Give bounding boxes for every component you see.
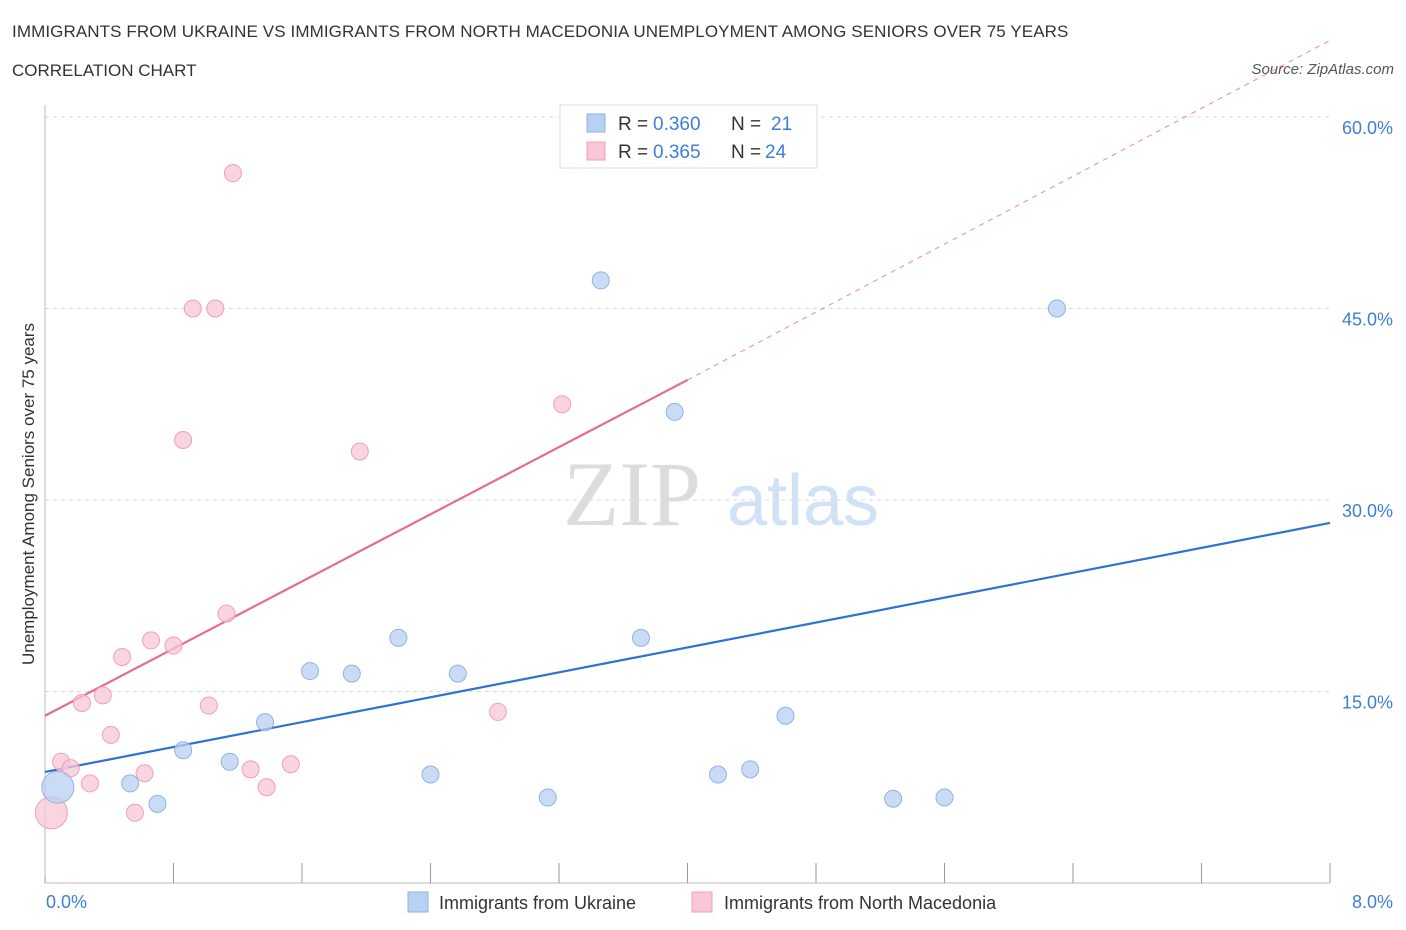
point-macedonia [217, 604, 236, 623]
legend-swatch-ukraine [586, 113, 606, 133]
point-macedonia [281, 755, 300, 774]
point-macedonia [350, 442, 369, 461]
x-tick-label: 8.0% [1352, 892, 1393, 912]
x-tick-label: 0.0% [46, 892, 87, 912]
point-ukraine [776, 706, 795, 725]
point-macedonia [113, 648, 132, 667]
legend-swatch-ukraine [407, 891, 429, 913]
legend-r-value: 0.365 [653, 142, 701, 163]
point-macedonia [488, 702, 507, 721]
point-ukraine [884, 789, 903, 808]
point-ukraine [538, 788, 557, 807]
watermark-atlas: atlas [727, 461, 879, 541]
y-tick-label: 15.0% [1342, 693, 1393, 713]
watermark-zip: ZIP [563, 443, 701, 545]
point-macedonia [61, 759, 80, 778]
axes [44, 105, 1331, 884]
y-tick-label: 45.0% [1342, 310, 1393, 330]
point-macedonia [142, 631, 161, 650]
point-macedonia [183, 299, 202, 318]
point-ukraine [389, 628, 408, 647]
data-points [34, 164, 1066, 830]
legend-r-label: R = [618, 114, 648, 135]
point-macedonia [80, 774, 99, 793]
point-ukraine [220, 752, 239, 771]
legend-label-macedonia: Immigrants from North Macedonia [724, 893, 997, 913]
point-macedonia [174, 430, 193, 449]
trend-lines [44, 39, 1331, 774]
point-macedonia [257, 778, 276, 797]
y-axis-label: Unemployment Among Seniors over 75 years [19, 323, 38, 665]
point-ukraine [709, 765, 728, 784]
point-ukraine [121, 774, 140, 793]
point-macedonia [199, 696, 218, 715]
legend-n-label: N = [731, 114, 761, 135]
trend-line-macedonia [44, 379, 689, 717]
point-macedonia [164, 636, 183, 655]
point-ukraine [741, 760, 760, 779]
grid-lines [45, 116, 1330, 692]
point-ukraine [421, 765, 440, 784]
y-tick-label: 30.0% [1342, 501, 1393, 521]
point-macedonia [223, 164, 242, 183]
legend-n-label: N = [731, 142, 761, 163]
point-ukraine [148, 794, 167, 813]
legend-n-value: 21 [771, 114, 792, 135]
point-macedonia [93, 686, 112, 705]
legend-label-ukraine: Immigrants from Ukraine [439, 893, 636, 913]
point-ukraine [665, 402, 684, 421]
point-macedonia [125, 803, 144, 822]
legend-swatch-macedonia [691, 891, 713, 913]
trend-line-ukraine [44, 521, 1331, 774]
point-ukraine [631, 628, 650, 647]
chart-title: IMMIGRANTS FROM UKRAINE VS IMMIGRANTS FR… [12, 22, 1069, 41]
point-macedonia [135, 764, 154, 783]
point-ukraine [448, 664, 467, 683]
point-macedonia [101, 725, 120, 744]
legend-r-value: 0.360 [653, 114, 701, 135]
source-credit: Source: ZipAtlas.com [1251, 61, 1394, 78]
legend-n-value: 24 [765, 142, 787, 163]
point-macedonia [241, 760, 260, 779]
point-ukraine [41, 770, 75, 804]
point-ukraine [591, 271, 610, 290]
point-macedonia [553, 395, 572, 414]
legend-r-label: R = [618, 142, 648, 163]
point-ukraine [174, 741, 193, 760]
point-macedonia [72, 693, 91, 712]
y-tick-label: 60.0% [1342, 118, 1393, 138]
legend-swatch-macedonia [586, 141, 606, 161]
point-ukraine [1047, 299, 1066, 318]
point-macedonia [206, 299, 225, 318]
tick-labels: 15.0% 30.0% 45.0% 60.0% 0.0% 8.0% [46, 118, 1393, 912]
point-ukraine [342, 664, 361, 683]
chart-subtitle: CORRELATION CHART [12, 61, 197, 80]
point-ukraine [935, 788, 954, 807]
point-ukraine [301, 662, 320, 681]
point-ukraine [256, 713, 275, 732]
stats-legend: R = 0.360 N = 21 R = 0.365 N = 24 [559, 104, 818, 169]
zipatlas-watermark: ZIP atlas [563, 443, 879, 545]
trend-line-macedonia-extension [687, 39, 1331, 381]
series-legend: Immigrants from Ukraine Immigrants from … [407, 891, 997, 913]
